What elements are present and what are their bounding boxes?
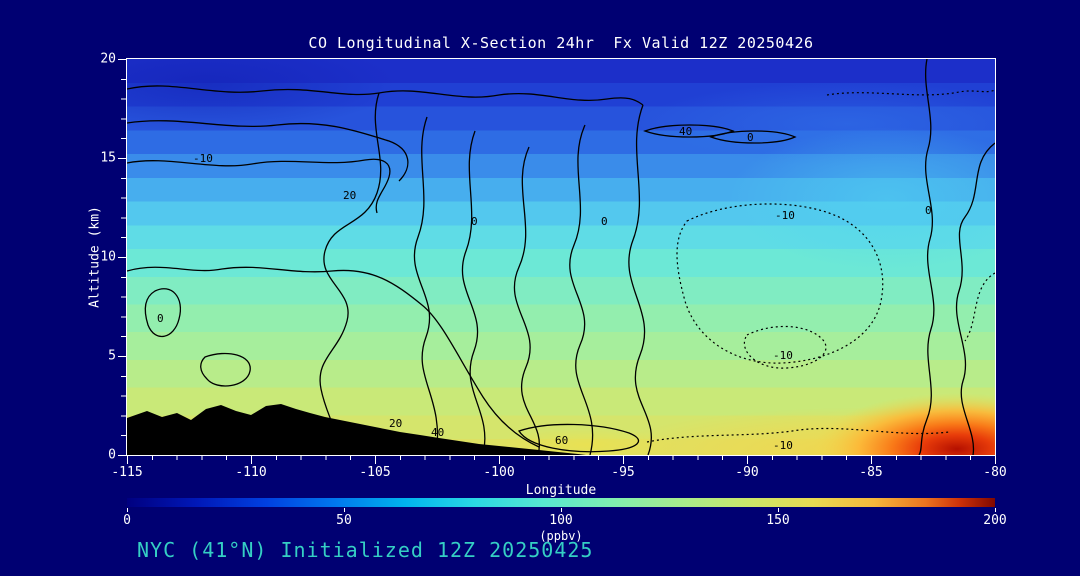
contour-label: 0: [747, 131, 754, 144]
x-tick-label: -110: [235, 465, 267, 480]
contour-label: -10: [773, 439, 793, 452]
colorbar-tick-label: 0: [123, 513, 131, 528]
y-tick-label: 20: [100, 51, 116, 67]
contour-label: 0: [471, 215, 478, 228]
colorbar-ticks: [127, 508, 996, 512]
plot-area: -10 20 0 0 40 0 40 60 20 -10 -10 -10 0 0: [126, 58, 996, 456]
x-axis-title: Longitude: [525, 483, 597, 498]
x-tick-label: -90: [735, 465, 759, 480]
colorbar-tick-label: 100: [549, 513, 573, 528]
contour-label: 20: [389, 417, 402, 430]
contour-label: 0: [157, 312, 164, 325]
x-axis-major-ticks: [127, 456, 996, 464]
filled-contour-field: [127, 59, 995, 455]
contour-label: 20: [343, 189, 356, 202]
y-tick-label: 10: [100, 249, 116, 265]
contour-label: 60: [555, 434, 568, 447]
x-tick-label: -115: [111, 465, 143, 480]
colorbar-tick-labels: 0 50 100 150 200: [123, 513, 1007, 528]
colorbar-tick-label: 50: [336, 513, 352, 528]
init-info-text: NYC (41°N) Initialized 12Z 20250425: [137, 538, 594, 562]
contour-label: -10: [775, 209, 795, 222]
contour-label: 0: [601, 215, 608, 228]
terrain-silhouette: [127, 404, 586, 455]
contour-line-labels: -10 20 0 0 40 0 40 60 20 -10 -10 -10 0 0: [157, 125, 932, 452]
chart-title: CO Longitudinal X-Section 24hr Fx Valid …: [308, 34, 814, 52]
contour-label: 0: [925, 204, 932, 217]
x-tick-label: -85: [859, 465, 883, 480]
y-tick-label: 5: [108, 348, 116, 364]
contour-lines-dotted: [646, 89, 995, 443]
contour-label: 40: [679, 125, 692, 138]
y-tick-label: 0: [108, 447, 116, 463]
y-tick-label: 15: [100, 150, 116, 166]
contour-plot-canvas: -10 20 0 0 40 0 40 60 20 -10 -10 -10 0 0: [127, 59, 995, 455]
x-tick-label: -105: [359, 465, 391, 480]
x-tick-label: -95: [611, 465, 635, 480]
colorbar-gradient: [127, 498, 995, 507]
contour-label: -10: [193, 152, 213, 165]
contour-label: 40: [431, 426, 444, 439]
y-axis-major-ticks: [118, 59, 126, 457]
y-axis-tick-labels: 20 15 10 5 0: [80, 52, 116, 463]
colorbar-units-label: (ppbv): [539, 529, 583, 543]
x-tick-label: -80: [983, 465, 1007, 480]
x-axis-tick-labels: -115 -110 -105 -100 -95 -90 -85 -80: [111, 465, 1006, 481]
x-tick-label: -100: [483, 465, 515, 480]
colorbar-tick-label: 200: [983, 513, 1007, 528]
contour-lines-solid: [127, 59, 995, 455]
contour-label: -10: [773, 349, 793, 362]
colorbar-tick-label: 150: [766, 513, 790, 528]
